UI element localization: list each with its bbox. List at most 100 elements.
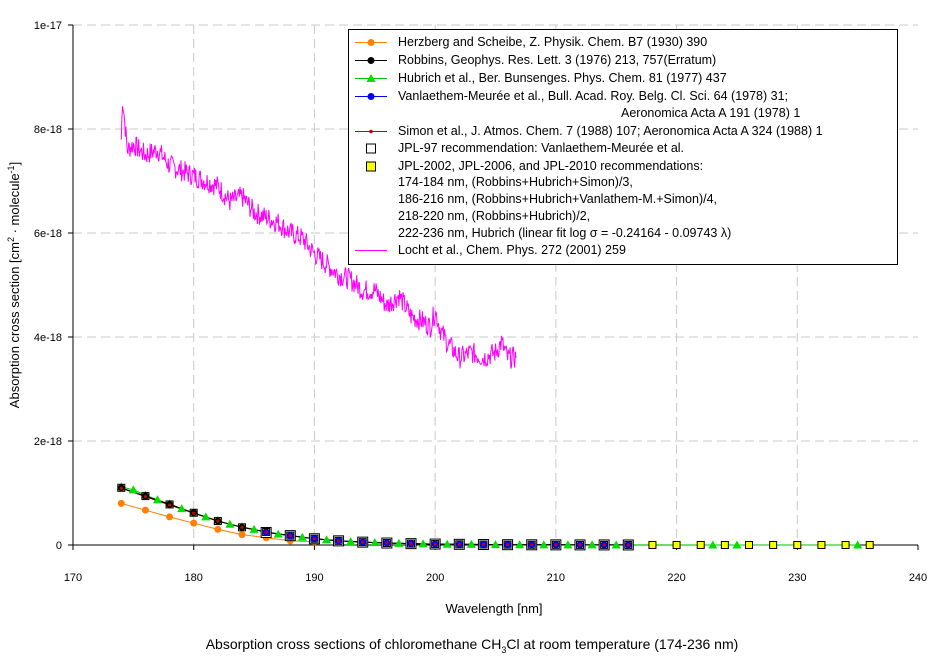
data-point-series-4: [554, 543, 558, 547]
x-tick-label: 180: [185, 572, 203, 584]
x-axis-label: Wavelength [nm]: [445, 601, 542, 616]
legend-label: Locht et al., Chem. Phys. 272 (2001) 259: [398, 243, 626, 257]
data-point-series-4: [264, 530, 268, 534]
legend-label-line: 174-184 nm, (Robbins+Hubrich+Simon)/3,: [398, 175, 633, 189]
data-point-series-2: [539, 540, 549, 549]
data-point-series-0: [141, 506, 149, 514]
y-tick-label: 2e-18: [34, 436, 62, 448]
legend-entry-robbins: Robbins, Geophys. Res. Lett. 3 (1976) 21…: [349, 52, 897, 69]
data-point-series-6: [745, 540, 753, 549]
data-point-series-4: [119, 486, 123, 490]
data-point-series-0: [238, 531, 246, 539]
legend-symbol-yellow-square: [366, 161, 376, 172]
legend-symbol-circle-blue: [355, 93, 387, 100]
legend-entry-hubrich: Hubrich et al., Ber. Bunsenges. Phys. Ch…: [349, 70, 897, 87]
data-point-series-0: [214, 525, 222, 533]
data-point-series-4: [602, 543, 606, 547]
legend-label: Simon et al., J. Atmos. Chem. 7 (1988) 1…: [398, 124, 823, 138]
data-point-series-2: [442, 539, 452, 548]
legend: Herzberg and Scheibe, Z. Physik. Chem. B…: [348, 29, 898, 265]
data-point-series-4: [385, 541, 389, 545]
legend-label: JPL-97 recommendation: Vanlaethem-Meurée…: [398, 141, 685, 155]
data-point-series-2: [563, 540, 573, 549]
data-point-series-6: [817, 540, 826, 549]
legend-symbol-triangle-green: [355, 74, 387, 82]
data-point-series-4: [336, 539, 341, 543]
legend-label-line: 218-220 nm, (Robbins+Hubrich)/2,: [398, 209, 591, 223]
data-point-series-6: [648, 540, 657, 549]
legend-symbol-circle-orange: [355, 39, 387, 46]
x-tick-label: 200: [426, 572, 444, 584]
data-point-series-2: [297, 532, 307, 541]
data-point-series-2: [273, 529, 283, 538]
legend-label: Robbins, Geophys. Res. Lett. 3 (1976) 21…: [398, 53, 717, 67]
data-point-series-2: [394, 538, 404, 547]
data-point-series-0: [166, 513, 174, 521]
data-point-series-4: [216, 519, 220, 523]
data-point-series-4: [457, 542, 461, 546]
data-point-series-6: [841, 540, 850, 549]
data-point-series-2: [177, 504, 187, 513]
y-tick-label: 0: [56, 540, 62, 552]
legend-entry-locht: Locht et al., Chem. Phys. 272 (2001) 259: [349, 242, 897, 259]
data-point-series-0: [117, 499, 125, 507]
y-axis-label: Absorption cross section [cm2 · molecule…: [6, 162, 22, 408]
legend-label: JPL-2002, JPL-2006, and JPL-2010 recomme…: [398, 159, 704, 173]
x-tick-label: 240: [909, 572, 927, 584]
y-tick-label: 1e-17: [34, 20, 62, 32]
data-point-series-4: [481, 542, 486, 547]
data-point-series-6: [865, 540, 874, 549]
data-point-series-4: [361, 540, 365, 544]
y-tick-label: 6e-18: [34, 228, 62, 240]
data-point-series-4: [578, 543, 582, 547]
data-point-series-4: [505, 543, 510, 547]
data-point-series-2: [370, 538, 380, 547]
data-point-series-4: [626, 543, 630, 547]
legend-label-line: 222-236 nm, Hubrich (linear fit log σ = …: [398, 226, 732, 240]
x-tick-label: 170: [64, 572, 82, 584]
data-point-series-4: [167, 503, 172, 507]
legend-symbol-dot-red: [355, 129, 387, 134]
data-point-series-2: [322, 535, 331, 544]
data-point-series-2: [587, 540, 597, 549]
legend-label: Herzberg and Scheibe, Z. Physik. Chem. B…: [398, 35, 708, 49]
legend-symbol-open-square: [366, 143, 376, 154]
legend-label-line2: Aeronomica Acta A 191 (1978) 1: [621, 106, 801, 120]
data-point-series-0: [190, 519, 198, 527]
data-point-series-2: [249, 524, 259, 533]
data-point-series-2: [346, 537, 356, 546]
data-point-series-4: [143, 495, 148, 499]
data-point-series-4: [240, 525, 244, 529]
data-point-series-4: [192, 511, 196, 515]
data-point-series-4: [288, 534, 292, 538]
y-tick-label: 4e-18: [34, 332, 62, 344]
legend-symbol-circle-black: [355, 57, 387, 64]
figure-caption: Absorption cross sections of chlorometha…: [205, 636, 739, 655]
data-point-series-2: [708, 540, 718, 549]
series-locht-line: [120, 106, 517, 369]
x-tick-label: 230: [788, 572, 806, 584]
legend-label: Vanlaethem-Meurée et al., Bull. Acad. Ro…: [398, 89, 789, 103]
data-point-series-2: [853, 540, 863, 549]
y-tick-label: 8e-18: [34, 124, 62, 136]
data-point-series-6: [769, 540, 778, 549]
data-point-series-2: [466, 539, 476, 548]
data-point-series-6: [672, 540, 681, 549]
data-point-series-2: [418, 539, 428, 548]
x-tick-label: 210: [547, 572, 565, 584]
data-point-series-4: [312, 537, 317, 541]
data-point-series-2: [153, 495, 162, 504]
data-point-series-2: [225, 519, 235, 528]
data-point-series-6: [720, 540, 729, 549]
legend-symbol-line-magenta: [355, 250, 387, 251]
data-point-series-2: [201, 512, 211, 521]
legend-entry-jpl2002: JPL-2002, JPL-2006, and JPL-2010 recomme…: [349, 158, 897, 243]
legend-entry-vanlaethem: Vanlaethem-Meurée et al., Bull. Acad. Ro…: [349, 88, 897, 122]
data-point-series-2: [128, 485, 138, 494]
x-tick-label: 220: [667, 572, 685, 584]
data-point-series-2: [611, 540, 621, 549]
data-point-series-2: [491, 540, 500, 549]
data-point-series-6: [793, 540, 802, 549]
series-line: [121, 486, 858, 546]
